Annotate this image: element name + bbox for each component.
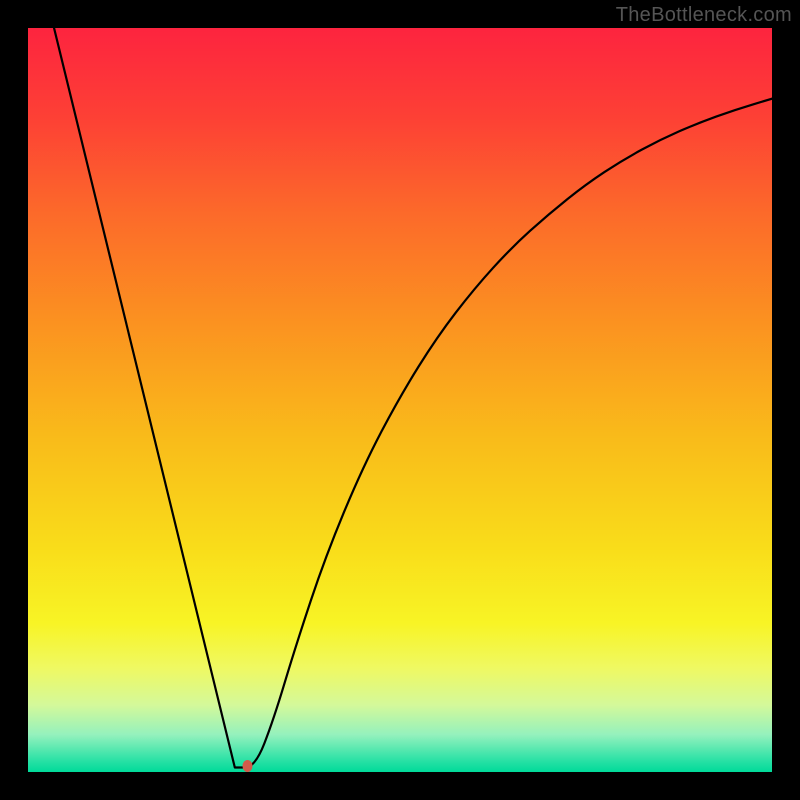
chart-frame	[28, 28, 772, 772]
optimal-marker	[242, 760, 252, 772]
bottleneck-chart	[28, 28, 772, 772]
watermark-text: TheBottleneck.com	[616, 4, 792, 27]
